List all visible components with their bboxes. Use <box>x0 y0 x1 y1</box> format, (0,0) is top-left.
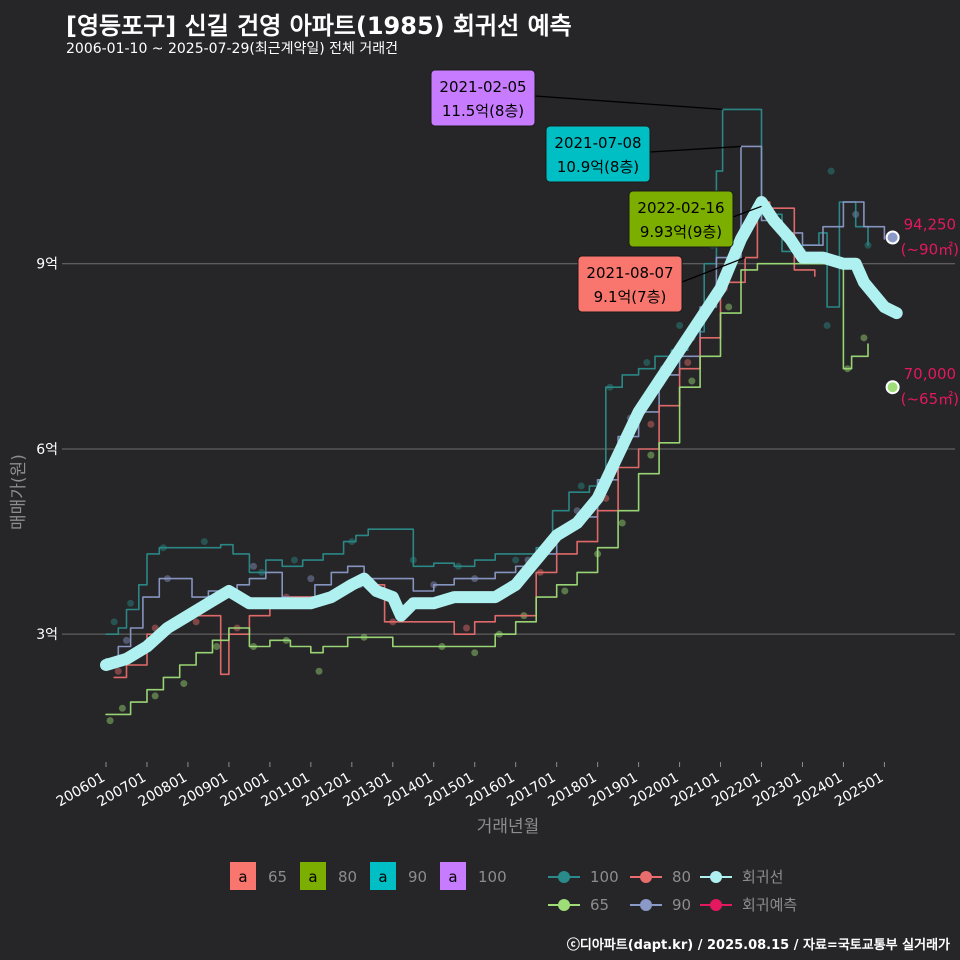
annotation-leader-0 <box>534 95 723 111</box>
legend-line-label-회귀예측: 회귀예측 <box>742 896 797 914</box>
legend-marker-90 <box>640 899 652 911</box>
scatter-point-65-20 <box>860 334 868 342</box>
series-line-100 <box>105 108 869 635</box>
scatter-point-100-16 <box>827 167 835 175</box>
endpoint-value-65: 70,000 <box>904 365 957 383</box>
scatter-point-100-9 <box>512 556 520 564</box>
scatter-point-100-15 <box>823 321 831 329</box>
scatter-point-80-10 <box>647 420 655 428</box>
annotation-date-0: 2021-02-05 <box>439 78 526 96</box>
annotation-value-0: 11.5억(8층) <box>442 102 524 120</box>
annotation-value-3: 9.1억(7층) <box>594 288 667 306</box>
source-caption: ⓒ디아파트(dapt.kr) / 2025.08.15 / 자료=국토교통부 실… <box>566 938 950 953</box>
scatter-point-65-0 <box>106 717 114 725</box>
endpoint-area-90: (~90㎡) <box>901 241 959 259</box>
annotation-box-1 <box>545 125 651 183</box>
legend-line-label-65: 65 <box>590 896 609 914</box>
annotation-value-2: 9.93억(9층) <box>640 223 722 241</box>
scatter-point-100-3 <box>200 538 208 546</box>
scatter-point-100-0 <box>110 618 118 626</box>
legend-area-label-100: 100 <box>478 868 507 886</box>
annotation-value-1: 10.9억(8층) <box>557 158 639 176</box>
legend-marker-회귀예측 <box>710 899 722 911</box>
endpoint-marker-65 <box>885 380 900 395</box>
annotation-date-3: 2021-08-07 <box>586 264 673 282</box>
legend-area-glyph-100: a <box>448 868 457 886</box>
scatter-point-100-5 <box>290 556 298 564</box>
legend-area-glyph-90: a <box>378 868 387 886</box>
legend-marker-회귀선 <box>710 871 722 883</box>
scatter-point-80-7 <box>463 624 471 632</box>
legend-area-key-80 <box>300 862 326 890</box>
legend-line-label-80: 80 <box>672 868 691 886</box>
scatter-point-90-4 <box>249 562 257 570</box>
scatter-point-65-2 <box>151 692 159 700</box>
scatter-point-100-13 <box>676 321 684 329</box>
legend-area-key-90 <box>370 862 396 890</box>
legend-marker-65 <box>558 899 570 911</box>
legend-line-label-100: 100 <box>590 868 619 886</box>
scatter-point-100-12 <box>643 359 651 367</box>
annotation-box-3 <box>577 255 683 313</box>
legend-area-key-100 <box>440 862 466 890</box>
legend-marker-100 <box>558 871 570 883</box>
annotation-leader-1 <box>649 145 742 153</box>
x-axis-title: 거래년월 <box>477 817 540 837</box>
y-tick-label-1: 6억 <box>36 442 58 458</box>
legend-marker-80 <box>640 871 652 883</box>
series-line-65 <box>105 262 869 716</box>
legend-area-glyph-80: a <box>308 868 317 886</box>
scatter-point-65-10 <box>471 649 479 657</box>
endpoint-value-90: 94,250 <box>904 216 957 234</box>
scatter-point-65-16 <box>647 451 655 459</box>
scatter-point-65-17 <box>688 377 696 385</box>
series-line-80 <box>113 201 816 679</box>
scatter-point-65-1 <box>118 704 126 712</box>
scatter-point-65-18 <box>725 303 733 311</box>
legend-area-label-80: 80 <box>338 868 357 886</box>
endpoint-area-65: (~65㎡) <box>901 390 959 408</box>
annotation-box-0 <box>430 69 536 127</box>
scatter-point-65-7 <box>315 667 323 675</box>
legend-area-label-90: 90 <box>408 868 427 886</box>
scatter-point-65-15 <box>618 519 626 527</box>
annotation-leader-2 <box>732 205 762 218</box>
annotation-box-2 <box>628 190 734 248</box>
y-tick-label-0: 3억 <box>36 627 58 643</box>
scatter-point-100-10 <box>577 482 585 490</box>
scatter-point-100-1 <box>127 599 135 607</box>
legend-area-label-65: 65 <box>268 868 287 886</box>
series-line-회귀선 <box>100 196 903 671</box>
annotation-date-2: 2022-02-16 <box>637 199 724 217</box>
annotation-date-1: 2021-07-08 <box>554 134 641 152</box>
scatter-point-65-13 <box>561 587 569 595</box>
legend-area-key-65 <box>230 862 256 890</box>
legend-area-glyph-65: a <box>238 868 247 886</box>
chart-subtitle: 2006-01-10 ~ 2025-07-29(최근계약일) 전체 거래건 <box>66 41 398 57</box>
annotation-leader-3 <box>681 256 746 283</box>
scatter-point-90-5 <box>307 575 315 583</box>
legend-line-label-90: 90 <box>672 896 691 914</box>
scatter-point-80-11 <box>684 359 692 367</box>
legend-line-label-회귀선: 회귀선 <box>742 868 783 886</box>
scatter-point-65-3 <box>180 680 188 688</box>
scatter-point-80-0 <box>114 667 122 675</box>
scatter-point-65-4 <box>213 643 221 651</box>
endpoint-marker-90 <box>885 230 900 245</box>
chart-title: [영등포구] 신길 건영 아파트(1985) 회귀선 예측 <box>66 12 572 40</box>
scatter-point-80-2 <box>192 618 200 626</box>
series-line-90 <box>105 145 886 660</box>
y-tick-label-2: 9억 <box>36 257 58 273</box>
scatter-point-90-1 <box>122 636 130 644</box>
